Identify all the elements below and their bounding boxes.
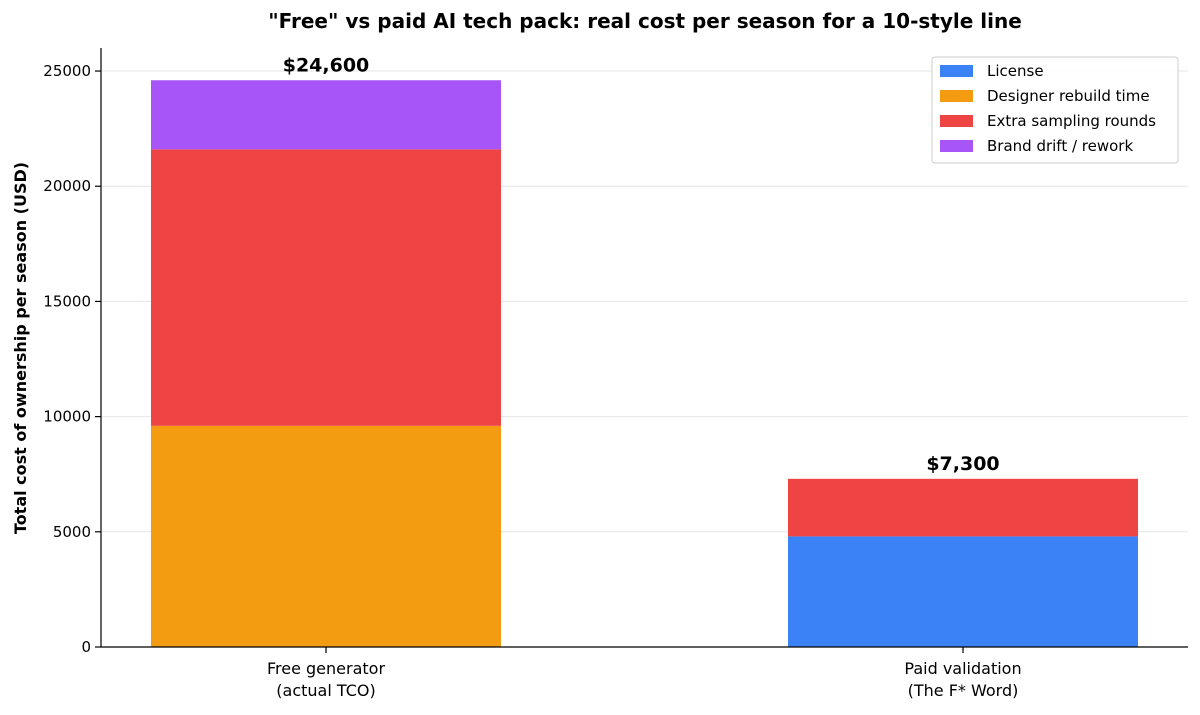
x-tick-label: Free generator <box>267 659 385 678</box>
legend-label: Extra sampling rounds <box>987 112 1156 130</box>
axes-layer <box>95 48 1188 653</box>
y-tick-label: 15000 <box>43 292 91 310</box>
legend-label: Designer rebuild time <box>987 87 1150 105</box>
legend-label: Brand drift / rework <box>987 137 1133 155</box>
legend-swatch <box>940 115 973 127</box>
bar-segment <box>151 80 501 150</box>
x-tick-label: (The F* Word) <box>908 681 1019 700</box>
chart-title: "Free" vs paid AI tech pack: real cost p… <box>268 9 1022 33</box>
y-tick-label: 20000 <box>43 177 91 195</box>
bar-total-label: $24,600 <box>283 54 370 76</box>
legend-swatch <box>940 140 973 152</box>
legend-swatch <box>940 65 973 77</box>
y-tick-label: 5000 <box>53 523 91 541</box>
y-axis-label: Total cost of ownership per season (USD) <box>11 162 30 534</box>
bar-segment <box>788 536 1138 647</box>
legend-box <box>931 56 1179 164</box>
bar-segment <box>788 478 1138 537</box>
legend: License Designer rebuild time Extra sampli… <box>931 56 1179 164</box>
bar-total-label: $7,300 <box>926 453 999 475</box>
bar-segment <box>151 149 501 426</box>
legend-swatch <box>940 90 973 102</box>
legend-label: License <box>987 62 1044 80</box>
y-tick-label: 10000 <box>43 408 91 426</box>
y-tick-label: 0 <box>81 638 91 656</box>
x-tick-label: Paid validation <box>904 659 1021 678</box>
bar-segment <box>151 425 501 647</box>
bars-layer <box>151 80 1138 647</box>
labels-layer: 0 5000 10000 15000 20000 25000 $24,600 Free gen… <box>43 54 1021 700</box>
y-tick-label: 25000 <box>43 62 91 80</box>
x-tick-label: (actual TCO) <box>276 681 375 700</box>
